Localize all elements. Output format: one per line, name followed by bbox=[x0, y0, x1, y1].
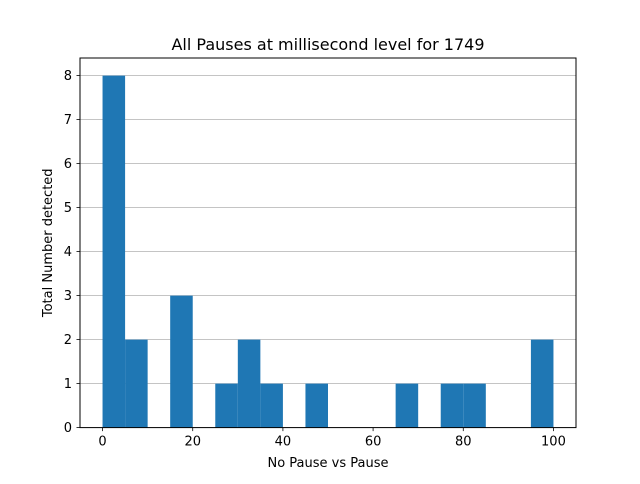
x-tick-label: 40 bbox=[275, 435, 292, 450]
y-tick-label: 0 bbox=[64, 421, 72, 436]
histogram-bar bbox=[395, 383, 419, 428]
histogram-bar bbox=[440, 383, 464, 428]
y-tick-label: 2 bbox=[64, 333, 72, 348]
histogram-bar bbox=[237, 339, 261, 428]
y-tick-label: 3 bbox=[64, 289, 72, 304]
x-tick-label: 100 bbox=[541, 435, 566, 450]
bars bbox=[102, 75, 554, 428]
x-tick-label: 60 bbox=[365, 435, 382, 450]
histogram-bar bbox=[102, 75, 126, 428]
y-tick-label: 8 bbox=[64, 69, 72, 84]
y-tick-label: 7 bbox=[64, 113, 72, 128]
y-tick-label: 5 bbox=[64, 201, 72, 216]
y-axis-label: Total Number detected bbox=[41, 168, 56, 318]
x-tick-label: 20 bbox=[184, 435, 201, 450]
y-tick-label: 1 bbox=[64, 377, 72, 392]
histogram-bar bbox=[530, 339, 554, 428]
histogram-bar bbox=[305, 383, 328, 428]
x-tick-label: 80 bbox=[455, 435, 472, 450]
gridlines bbox=[80, 75, 576, 429]
plot-frame bbox=[79, 57, 577, 429]
x-tick-label: 0 bbox=[98, 435, 106, 450]
y-axis-ticks: 0 1 2 3 4 5 6 7 8 bbox=[64, 69, 80, 436]
y-tick-label: 6 bbox=[64, 157, 72, 172]
histogram-bar bbox=[463, 383, 486, 428]
histogram-bar bbox=[215, 383, 238, 428]
x-axis-ticks: 0 20 40 60 80 100 bbox=[98, 427, 566, 450]
histogram-bar bbox=[170, 295, 193, 428]
histogram-bar bbox=[125, 339, 148, 428]
y-tick-label: 4 bbox=[64, 245, 72, 260]
histogram-bar bbox=[260, 383, 283, 428]
x-axis-label: No Pause vs Pause bbox=[267, 456, 388, 471]
chart-title: All Pauses at millisecond level for 1749 bbox=[171, 35, 484, 54]
